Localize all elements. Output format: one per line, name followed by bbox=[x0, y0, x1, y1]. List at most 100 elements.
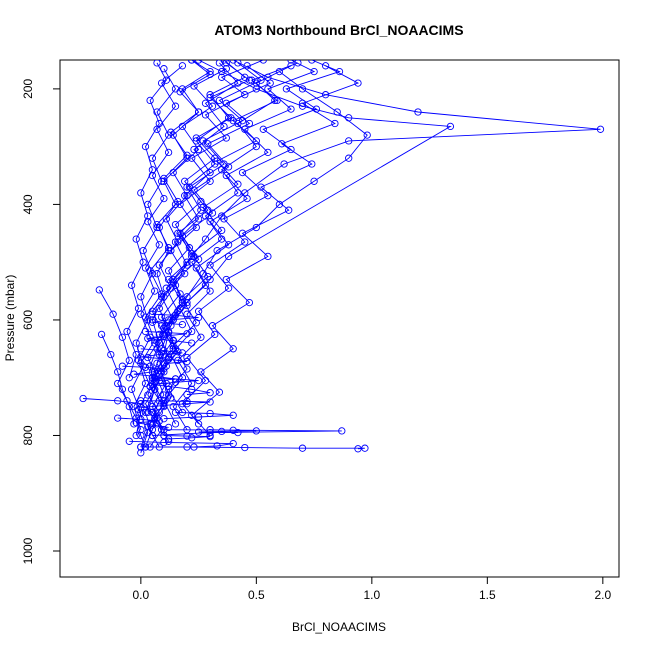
data-point bbox=[183, 310, 191, 318]
series-line bbox=[152, 377, 211, 395]
data-point bbox=[345, 154, 353, 162]
data-point bbox=[213, 157, 221, 165]
data-point bbox=[206, 432, 214, 441]
data-point bbox=[222, 134, 230, 142]
data-point bbox=[155, 350, 163, 359]
data-point bbox=[259, 60, 267, 64]
data-point bbox=[132, 431, 140, 440]
data-point bbox=[155, 417, 163, 425]
data-point bbox=[160, 360, 168, 368]
data-point bbox=[201, 111, 210, 119]
data-point bbox=[171, 375, 180, 383]
series-layer bbox=[79, 60, 605, 457]
data-point bbox=[280, 160, 288, 168]
data-point bbox=[194, 145, 203, 154]
data-point bbox=[194, 428, 203, 436]
data-point bbox=[164, 435, 173, 443]
data-point bbox=[206, 426, 214, 434]
data-point bbox=[208, 322, 217, 330]
data-point bbox=[298, 85, 307, 93]
data-point bbox=[164, 267, 173, 275]
data-point bbox=[139, 258, 147, 266]
data-point bbox=[298, 444, 307, 452]
data-point bbox=[188, 327, 196, 336]
data-point bbox=[354, 445, 362, 453]
data-point bbox=[245, 119, 254, 128]
data-point bbox=[271, 96, 279, 105]
data-point bbox=[167, 284, 175, 292]
data-point bbox=[183, 390, 191, 399]
data-point bbox=[183, 301, 191, 310]
data-point bbox=[206, 177, 214, 185]
series-line bbox=[163, 411, 234, 420]
data-point bbox=[160, 415, 168, 423]
y-axis: 200 400 600 800 1000 bbox=[21, 79, 60, 564]
x-tick-label: 0.0 bbox=[133, 588, 150, 602]
y-tick-label: 1000 bbox=[21, 537, 35, 564]
data-point bbox=[148, 166, 157, 174]
series-line bbox=[101, 334, 135, 425]
data-point bbox=[160, 65, 168, 73]
data-point bbox=[123, 327, 131, 336]
data-point bbox=[146, 382, 154, 391]
data-point bbox=[164, 316, 173, 324]
data-point bbox=[241, 238, 249, 246]
data-point bbox=[137, 443, 145, 451]
data-point bbox=[137, 189, 145, 197]
data-point bbox=[157, 313, 166, 321]
data-point bbox=[164, 355, 173, 363]
data-point bbox=[190, 145, 198, 154]
data-point bbox=[153, 108, 161, 116]
data-point bbox=[174, 238, 182, 246]
data-point bbox=[194, 420, 203, 428]
data-point bbox=[183, 365, 191, 373]
data-point bbox=[164, 382, 173, 391]
data-point bbox=[137, 404, 145, 412]
data-point bbox=[160, 332, 168, 340]
series-line bbox=[152, 313, 199, 326]
series-line bbox=[144, 68, 227, 425]
data-point bbox=[238, 229, 247, 237]
data-point bbox=[215, 388, 224, 396]
data-point bbox=[213, 442, 221, 450]
data-point bbox=[308, 160, 316, 168]
data-point bbox=[144, 408, 152, 417]
data-point bbox=[206, 261, 214, 269]
data-point bbox=[252, 427, 260, 435]
data-point bbox=[266, 79, 274, 87]
data-point bbox=[151, 377, 159, 385]
data-point bbox=[144, 423, 152, 431]
data-point bbox=[164, 148, 173, 157]
data-point bbox=[160, 438, 168, 447]
data-point bbox=[167, 128, 175, 136]
data-point bbox=[125, 402, 133, 411]
data-point bbox=[153, 372, 161, 381]
data-point bbox=[183, 397, 191, 406]
data-point bbox=[224, 241, 233, 249]
data-point bbox=[153, 270, 161, 278]
data-point bbox=[79, 394, 87, 403]
data-point bbox=[134, 405, 143, 414]
data-point bbox=[114, 368, 122, 376]
y-axis-label: Pressure (mbar) bbox=[3, 275, 17, 362]
data-point bbox=[273, 96, 281, 105]
data-point bbox=[310, 67, 318, 76]
data-point bbox=[215, 96, 224, 105]
plot-frame bbox=[59, 59, 620, 578]
data-point bbox=[118, 362, 127, 370]
data-point bbox=[151, 287, 159, 295]
data-point bbox=[192, 134, 200, 142]
data-point bbox=[169, 342, 177, 350]
data-point bbox=[160, 346, 168, 355]
data-point bbox=[137, 397, 145, 405]
series-line bbox=[140, 71, 368, 448]
data-point bbox=[218, 73, 226, 81]
data-point bbox=[190, 82, 198, 90]
data-point bbox=[287, 62, 295, 70]
data-point bbox=[155, 241, 163, 249]
series-line bbox=[198, 429, 257, 434]
data-point bbox=[137, 449, 145, 457]
data-point bbox=[252, 85, 260, 93]
x-tick-label: 2.0 bbox=[594, 588, 611, 602]
data-point bbox=[164, 329, 173, 337]
